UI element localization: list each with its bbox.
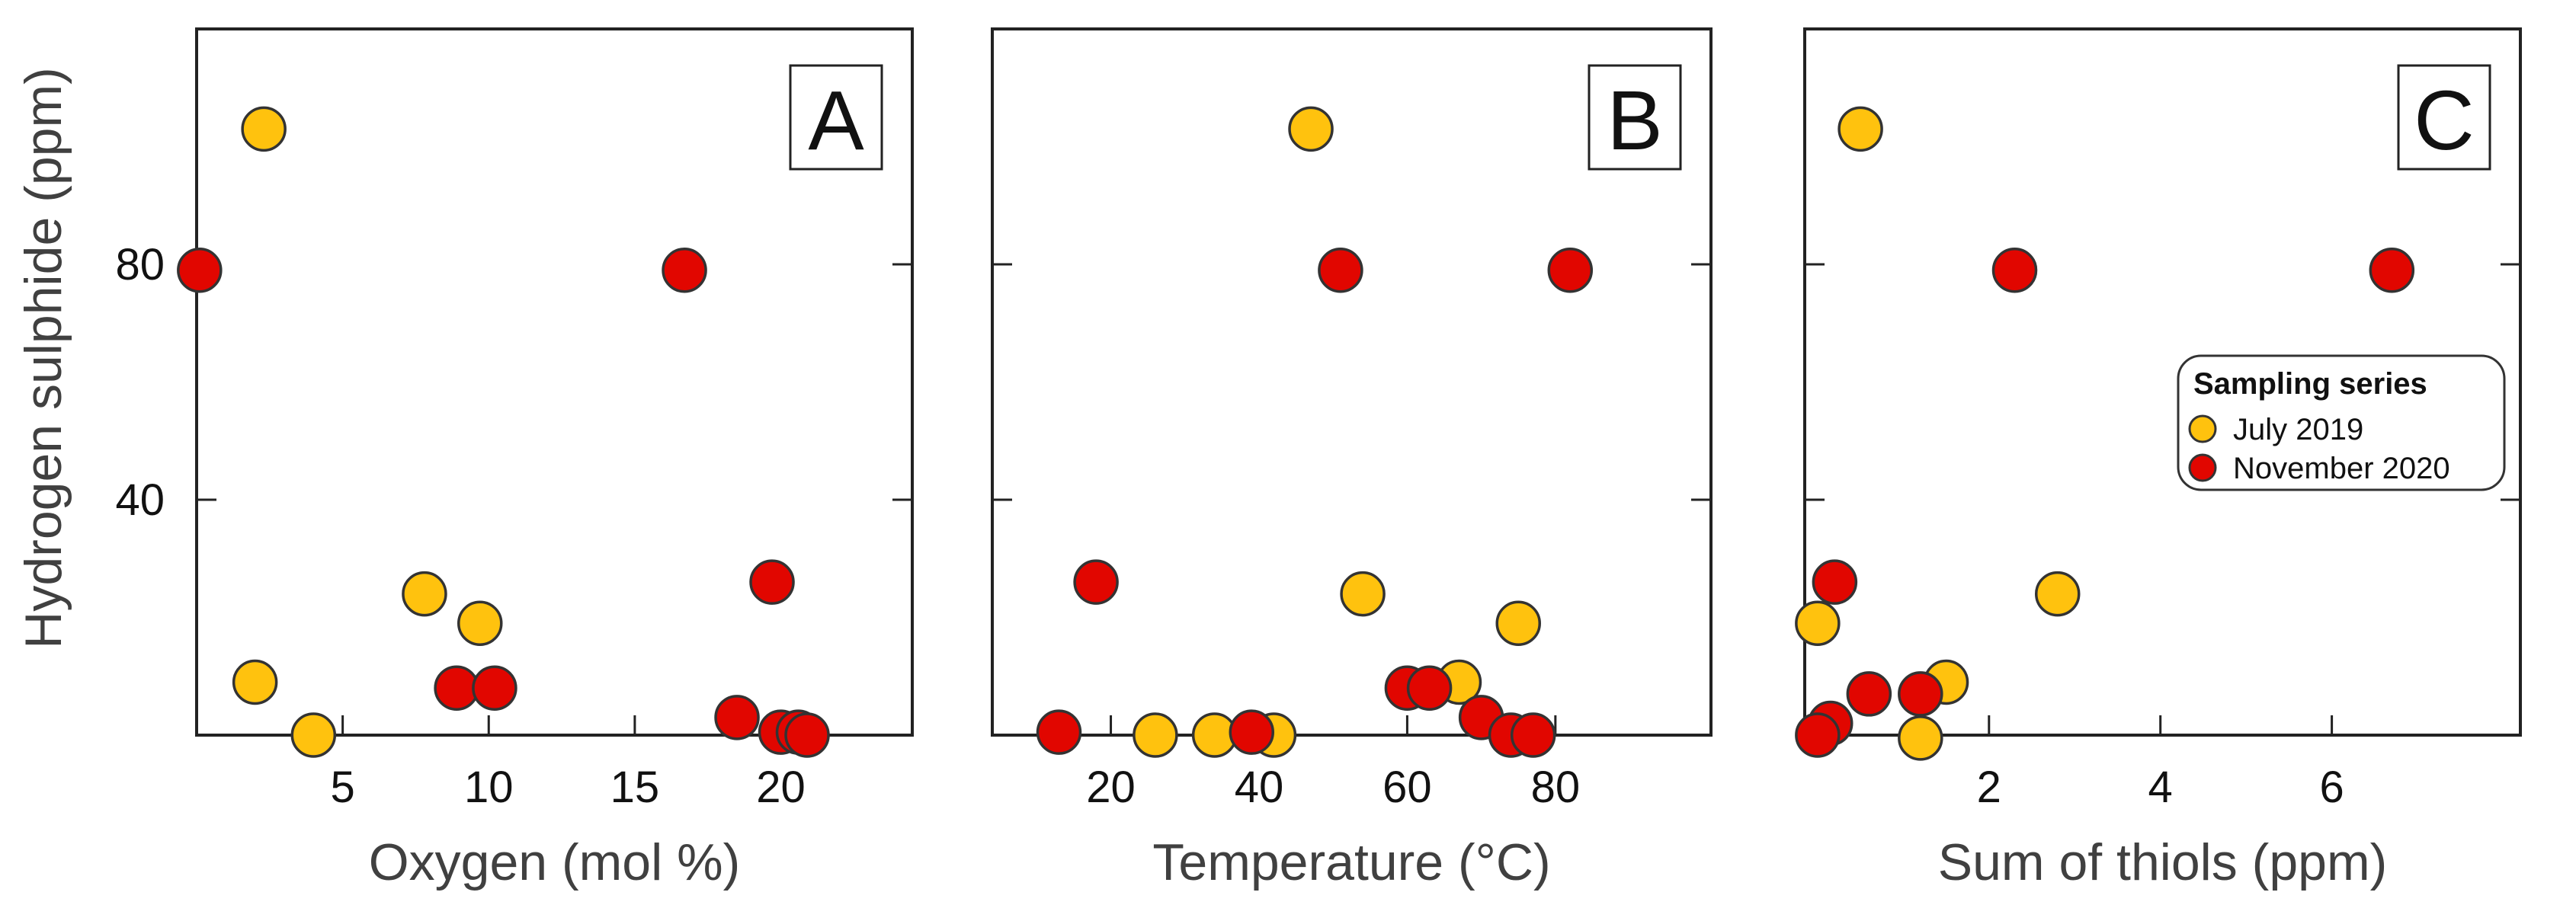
x-tick-label-b-20: 20 (1086, 763, 1136, 812)
legend: Sampling series July 2019 November 2020 (2177, 354, 2506, 491)
plot-frame-b (991, 27, 1713, 737)
point-a-november-2020-8 (784, 712, 830, 758)
point-c-july-2019-3 (2034, 571, 2081, 617)
panel-label-box-c (2397, 64, 2491, 171)
point-b-july-2019-0 (1288, 106, 1334, 152)
point-a-november-2020-5 (749, 559, 795, 605)
panel-label-box-a (789, 64, 883, 171)
panel-c: 2 4 6 Sum of thiols (ppm) C (1795, 27, 2522, 891)
x-tick-label-a-15: 15 (610, 763, 660, 812)
point-a-november-2020-3 (662, 247, 707, 293)
x-axis-label-c: Sum of thiols (ppm) (1938, 833, 2388, 891)
x-tick-label-b-80: 80 (1531, 763, 1581, 812)
legend-label-november-2020: November 2020 (2233, 452, 2450, 485)
panel-a: 40 80 5 10 15 20 Oxygen (mol %) A (115, 27, 914, 891)
point-b-july-2019-3 (1495, 600, 1541, 646)
x-tick-label-c-6: 6 (2319, 763, 2344, 812)
point-c-july-2019-0 (1837, 106, 1883, 152)
y-tick-label-40: 40 (115, 475, 165, 525)
point-c-november-2020-1 (2369, 247, 2415, 293)
point-c-november-2020-4 (1898, 671, 1943, 717)
point-b-november-2020-0 (1073, 559, 1119, 605)
legend-box (2177, 354, 2506, 491)
point-b-november-2020-6 (1406, 665, 1453, 711)
point-b-july-2019-1 (1340, 571, 1386, 617)
x-axis-label-a: Oxygen (mol %) (369, 833, 740, 891)
panel-label-box-b (1588, 64, 1682, 171)
point-c-november-2020-3 (1846, 671, 1892, 717)
panel-label-a: A (808, 74, 864, 168)
point-a-november-2020-4 (714, 695, 760, 740)
x-tick-label-c-2: 2 (1977, 763, 2001, 812)
plot-frame-a (195, 27, 914, 737)
panel-b: 20 40 60 80 Temperature (°C) B (991, 27, 1713, 891)
point-a-july-2019-3 (402, 571, 447, 617)
legend-marker-november-2020 (2188, 453, 2217, 482)
point-a-july-2019-0 (241, 106, 287, 152)
point-b-july-2019-4 (1133, 712, 1178, 758)
y-axis-label: Hydrogen sulphide (ppm) (14, 67, 72, 649)
point-c-july-2019-4 (1898, 715, 1943, 761)
legend-label-july-2019: July 2019 (2233, 413, 2363, 446)
point-c-november-2020-0 (1991, 247, 2038, 293)
y-tick-label-80: 80 (115, 240, 165, 289)
x-tick-label-b-60: 60 (1383, 763, 1432, 812)
point-a-july-2019-2 (290, 712, 337, 758)
x-tick-label-a-20: 20 (756, 763, 806, 812)
point-a-july-2019-1 (232, 659, 278, 705)
point-a-november-2020-2 (472, 665, 517, 711)
panel-label-b: B (1607, 74, 1662, 168)
point-a-november-2020-0 (177, 247, 223, 293)
x-tick-label-c-4: 4 (2148, 763, 2173, 812)
legend-marker-july-2019 (2188, 414, 2217, 443)
point-c-november-2020-2 (1812, 559, 1858, 605)
x-tick-label-b-40: 40 (1235, 763, 1284, 812)
panel-label-c: C (2414, 74, 2474, 168)
point-c-july-2019-1 (1795, 600, 1841, 646)
x-axis-label-b: Temperature (°C) (1152, 833, 1550, 891)
point-c-november-2020-6 (1795, 712, 1841, 758)
point-b-november-2020-3 (1318, 247, 1363, 293)
legend-title: Sampling series (2193, 367, 2427, 401)
x-tick-label-a-10: 10 (464, 763, 514, 812)
point-a-november-2020-1 (434, 665, 479, 711)
point-a-july-2019-4 (457, 600, 503, 646)
point-b-november-2020-4 (1547, 247, 1594, 293)
point-b-november-2020-9 (1510, 712, 1556, 758)
plot-frame-c (1803, 27, 2522, 737)
x-tick-label-a-5: 5 (330, 763, 354, 812)
point-b-november-2020-2 (1229, 709, 1275, 755)
point-b-november-2020-1 (1036, 709, 1082, 755)
